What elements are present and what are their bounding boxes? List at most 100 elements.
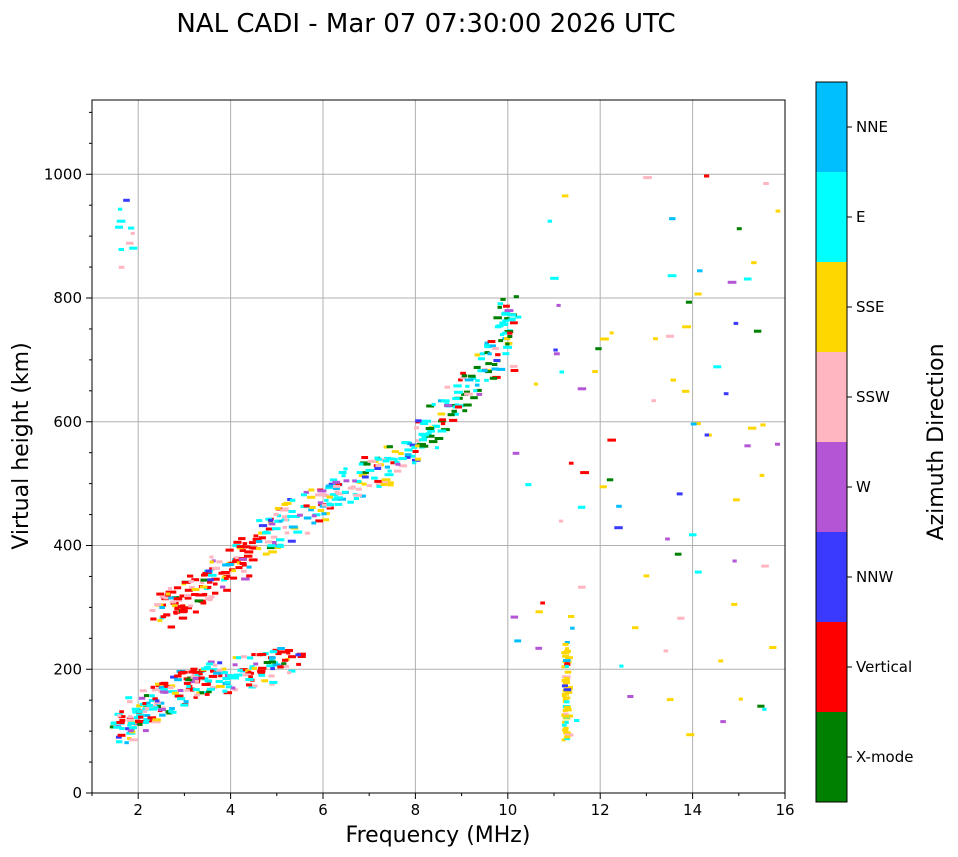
data-point <box>475 379 480 383</box>
data-point <box>599 485 607 489</box>
data-point <box>188 579 194 583</box>
data-point <box>184 606 192 610</box>
data-point <box>191 578 200 582</box>
data-point <box>155 688 162 692</box>
colorbar-segment <box>816 262 847 352</box>
data-point <box>736 227 742 231</box>
data-point <box>564 670 572 674</box>
data-point <box>503 304 510 308</box>
data-point <box>240 655 247 659</box>
data-point <box>153 706 159 710</box>
data-point <box>303 490 309 494</box>
data-point <box>431 403 436 406</box>
data-point <box>173 610 178 614</box>
data-point <box>177 605 184 609</box>
data-point <box>273 512 279 516</box>
data-point <box>287 515 294 518</box>
data-point <box>502 352 510 356</box>
data-point <box>281 662 287 666</box>
data-point <box>126 718 134 722</box>
chart-title: NAL CADI - Mar 07 07:30:00 2026 UTC <box>176 9 675 39</box>
data-point <box>743 277 752 281</box>
plot-frame <box>91 99 786 794</box>
data-point <box>535 610 543 614</box>
data-point <box>564 705 571 709</box>
data-point <box>563 659 571 663</box>
colorbar-segment <box>816 352 847 442</box>
colorbar-label: Vertical <box>856 658 912 676</box>
colorbar-label: E <box>856 208 865 226</box>
data-point <box>451 409 457 413</box>
data-point <box>154 603 162 607</box>
data-point <box>731 602 738 606</box>
data-point <box>556 303 561 307</box>
data-point <box>113 725 122 729</box>
data-point <box>547 219 553 223</box>
data-point <box>308 488 315 492</box>
data-point <box>187 574 194 578</box>
data-point <box>515 315 522 319</box>
data-point <box>393 458 398 461</box>
data-point <box>507 335 513 338</box>
data-point <box>667 274 677 278</box>
data-point <box>208 674 218 678</box>
data-point <box>713 365 722 369</box>
data-point <box>449 418 458 422</box>
data-point <box>607 438 616 442</box>
data-point <box>232 656 238 660</box>
data-point <box>632 626 639 630</box>
data-point <box>205 597 213 601</box>
data-point <box>138 715 144 719</box>
data-point <box>769 646 777 649</box>
data-point <box>285 649 293 652</box>
data-point <box>231 569 237 573</box>
data-point <box>491 367 499 371</box>
data-point <box>510 615 519 619</box>
data-point <box>380 483 388 486</box>
data-point <box>563 731 571 735</box>
data-point <box>303 516 312 520</box>
data-point <box>326 495 333 499</box>
data-point <box>474 383 480 387</box>
data-point <box>308 508 314 512</box>
data-point <box>152 718 161 722</box>
data-point <box>761 564 769 568</box>
data-point <box>274 506 281 510</box>
data-point <box>463 390 470 394</box>
data-point <box>211 566 221 570</box>
data-point <box>168 690 177 694</box>
data-point <box>493 359 501 362</box>
data-point <box>209 560 214 564</box>
data-point <box>131 726 137 730</box>
data-point <box>365 468 375 472</box>
data-point <box>409 443 419 447</box>
data-point <box>194 693 200 697</box>
data-point <box>119 710 124 714</box>
data-point <box>186 687 195 691</box>
data-point <box>288 525 298 529</box>
data-point <box>504 309 514 313</box>
data-point <box>317 509 325 512</box>
data-point <box>127 723 132 727</box>
data-point <box>376 483 381 487</box>
data-point <box>251 653 256 657</box>
data-point <box>237 668 243 672</box>
data-point <box>194 674 201 678</box>
colorbar-segment <box>816 172 847 262</box>
data-point <box>173 586 182 590</box>
data-point <box>326 506 334 510</box>
data-point <box>504 317 510 321</box>
x-tick-label: 12 <box>591 801 610 819</box>
data-point <box>479 352 486 356</box>
data-point <box>188 604 194 608</box>
data-point <box>381 478 391 482</box>
x-tick-label: 4 <box>226 801 236 819</box>
data-point <box>127 729 134 733</box>
data-point <box>258 673 266 677</box>
data-point <box>255 547 262 551</box>
data-point <box>160 615 167 619</box>
data-point <box>407 442 413 446</box>
data-point <box>498 339 504 343</box>
data-point <box>311 521 317 525</box>
data-point <box>281 515 288 519</box>
